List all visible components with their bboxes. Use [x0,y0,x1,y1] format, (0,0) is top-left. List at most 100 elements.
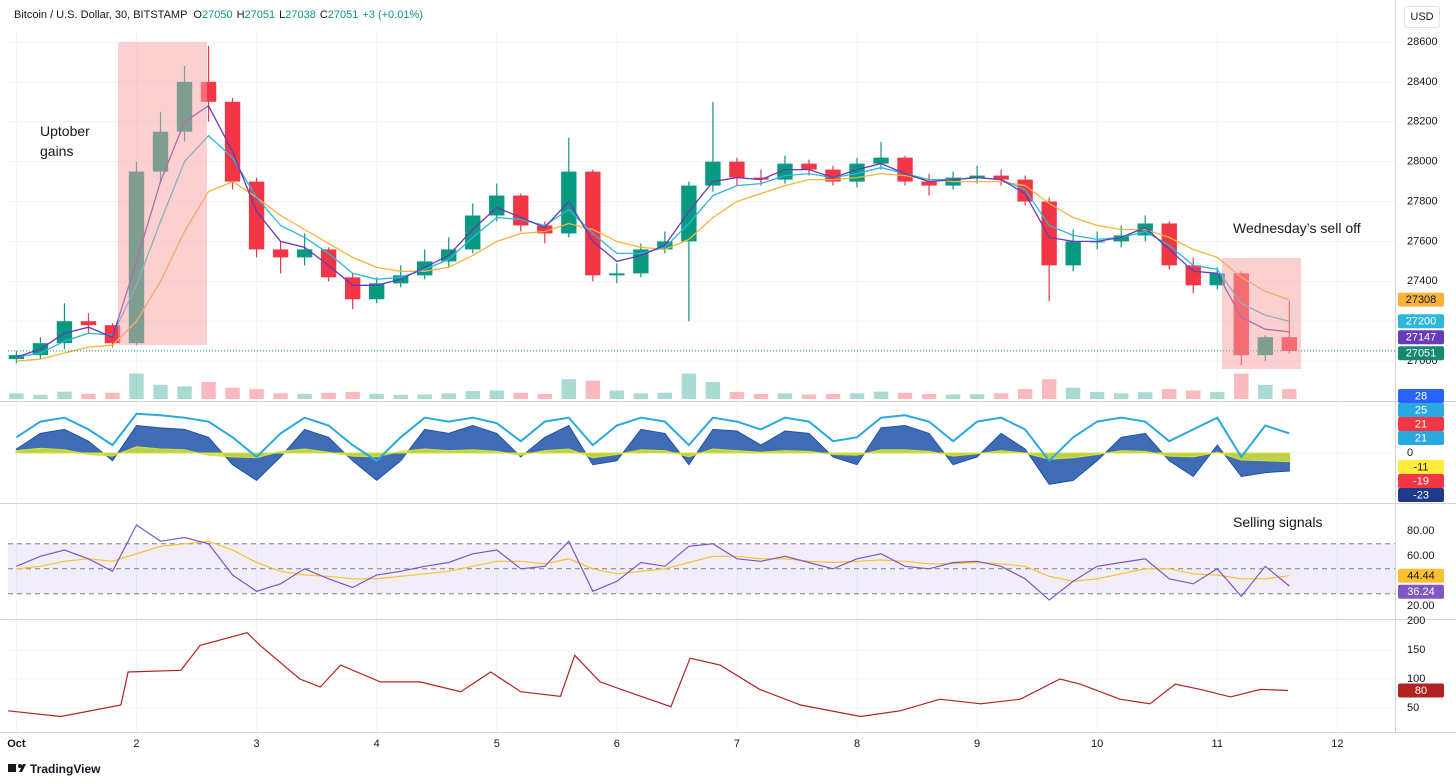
x-tick-label: 5 [494,738,500,750]
volume-bar [273,393,288,399]
volume-bar [609,390,625,399]
volume-bar [825,393,841,399]
brand-name: TradingView [30,762,101,776]
highlight-box [1222,258,1301,369]
ohlc-value: 27038 [285,9,316,21]
candle-body [897,157,913,182]
volume-bar [321,392,336,399]
price-badge-bg [1398,346,1444,361]
candle-body [1065,241,1081,266]
candle-body [873,157,889,164]
indicator-badge: -11 [1413,461,1428,473]
candle-body [56,321,73,344]
y-tick-label: 27800 [1407,195,1438,207]
candle-body [921,181,937,186]
indicator-badge-bg [1398,416,1444,431]
ohlc-label: C [319,9,328,21]
indicator-badge: 21 [1415,432,1427,444]
x-tick-label: 2 [133,738,139,750]
oscillator-area [15,446,1290,463]
volume-bar [33,394,48,399]
candle-body [1209,273,1225,286]
volume-bar [777,393,793,399]
volume-bar [729,391,745,399]
indicator-badge-bg [1398,473,1444,488]
price-badge: 27200 [1406,316,1437,328]
candle-body [1113,235,1129,242]
ohlc-values: O27050 H27051 L27038 C27051 [193,9,362,21]
price-badge: 36.24 [1407,586,1435,598]
candle-body [609,273,625,276]
y-tick-label: 27600 [1407,235,1438,247]
price-badge: 80 [1415,685,1427,697]
candle-body [681,185,697,242]
highlight-layer [118,42,1301,369]
ohlc-value: 27051 [244,9,276,21]
volume-bar [1282,389,1297,399]
volume-bar [633,393,649,399]
volume-bar [753,393,769,399]
volume-bar [1210,391,1225,399]
annotation: Uptober gains [40,123,90,159]
candle-body [801,163,817,170]
candle-body [633,249,649,274]
volume-bar [537,393,552,399]
x-tick-label: 12 [1331,738,1343,750]
volume-bar [1162,389,1177,399]
candle-body [368,283,385,300]
indicator-badge-bg [1398,430,1444,445]
oscillator-line [15,412,1290,463]
volume-bar [81,393,96,399]
volume-bar [897,392,913,399]
candle-body [296,249,313,258]
volume-bar [1017,389,1033,399]
volume-bar [201,382,216,399]
price-badge: 44.44 [1407,570,1435,582]
volume-bar [369,393,384,399]
price-badge-bg [1398,683,1444,698]
ohlc-label: O [193,9,202,21]
candle-body [513,195,529,226]
axis-layer: Oct2345678910111227000272002740027600278… [7,36,1444,750]
ohlc-value: 27051 [327,9,359,21]
volume-bar [681,373,697,399]
price-badge-bg [1398,568,1444,583]
price-badge-bg [1398,584,1444,599]
moving-average-line [16,104,1290,358]
x-tick-label: 11 [1212,738,1223,750]
indicator-badge-bg [1398,459,1444,474]
x-tick-label: 6 [614,738,620,750]
indicator-line [16,540,1290,582]
y-tick-label: 50 [1407,702,1419,714]
volume-bar [1138,392,1153,399]
candle-body [537,225,553,234]
volume-bar [9,393,24,399]
price-badge: 27308 [1406,294,1437,306]
brand-logo [8,764,26,772]
highlight-box [118,42,207,345]
ohlc-label: L [279,9,286,21]
indicator-badge-bg [1398,388,1444,403]
currency-button[interactable]: USD [1404,6,1440,28]
x-tick-label: 9 [974,738,980,750]
candle-body [1161,223,1177,266]
y-tick-label: 60.00 [1407,550,1435,562]
volume-bar [1234,373,1249,399]
volume-bar [441,393,456,399]
x-tick-label: Oct [7,738,26,750]
indicator-badge: 28 [1415,390,1427,402]
legend-header: Bitcoin / U.S. Dollar, 30, BITSTAMP O2705… [14,9,427,21]
y-tick-label: 28000 [1407,156,1438,168]
volume-bar [657,392,673,399]
volume-bar [465,391,480,399]
volume-bar [1258,384,1273,399]
candle-body [272,249,289,258]
x-tick-label: 8 [854,738,860,750]
candle-body [825,169,841,182]
y-tick-label: 150 [1407,644,1425,656]
volume-bar [1065,387,1081,399]
volume-bar [1089,391,1105,399]
volume-bar [993,393,1009,399]
